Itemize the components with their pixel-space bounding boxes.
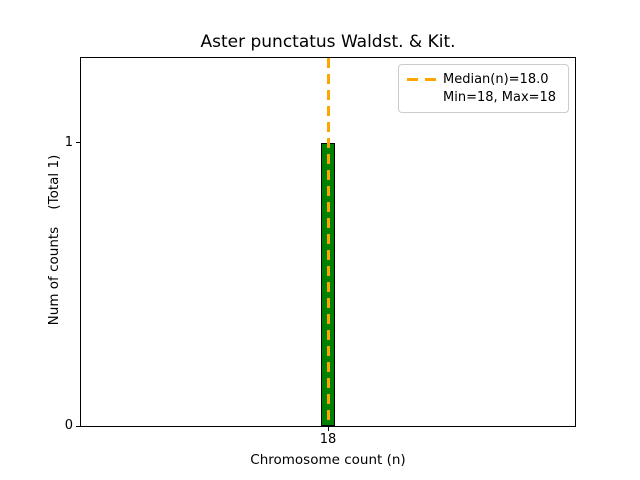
median-line: [326, 58, 330, 426]
y-tick-label: 0: [64, 418, 73, 433]
legend-label-median: Median(n)=18.0: [443, 72, 549, 87]
legend-row-median: Median(n)=18.0: [407, 71, 560, 88]
x-axis-label: Chromosome count (n): [250, 452, 406, 468]
y-tick-mark: [76, 425, 80, 427]
legend: Median(n)=18.0 Min=18, Max=18: [398, 64, 569, 113]
x-tick-label: 18: [319, 432, 337, 447]
legend-row-minmax: Min=18, Max=18: [407, 89, 560, 106]
y-tick-mark: [76, 142, 80, 144]
x-tick-mark: [327, 427, 329, 431]
legend-sample-empty: [407, 96, 436, 99]
y-tick-label: 1: [64, 134, 73, 150]
median-dashed-line-sample: [407, 78, 436, 81]
plot-area: Median(n)=18.0 Min=18, Max=18 0 1 18: [65, 57, 576, 447]
chart-title: Aster punctatus Waldst. & Kit.: [200, 32, 456, 52]
y-axis-label: Num of counts (Total 1): [46, 154, 62, 326]
legend-label-minmax: Min=18, Max=18: [443, 90, 557, 105]
